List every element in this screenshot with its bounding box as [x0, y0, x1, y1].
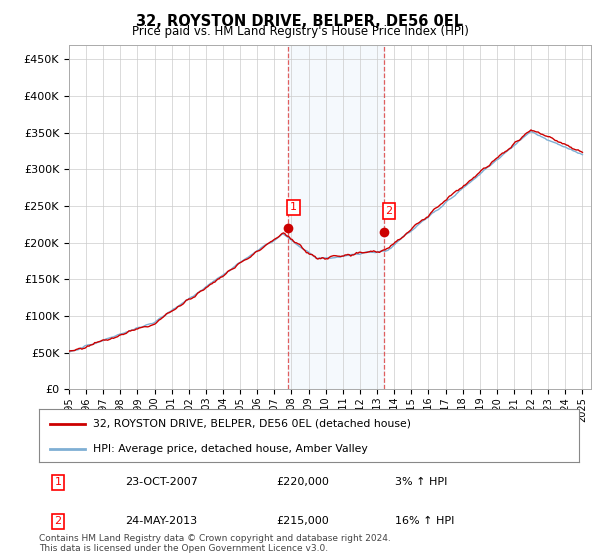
- Bar: [288, 45, 384, 389]
- Text: 24-MAY-2013: 24-MAY-2013: [125, 516, 197, 526]
- Text: Price paid vs. HM Land Registry's House Price Index (HPI): Price paid vs. HM Land Registry's House …: [131, 25, 469, 38]
- Text: £220,000: £220,000: [277, 477, 329, 487]
- Text: 3% ↑ HPI: 3% ↑ HPI: [395, 477, 448, 487]
- Text: 2: 2: [55, 516, 61, 526]
- Text: 2: 2: [385, 206, 392, 216]
- Text: 32, ROYSTON DRIVE, BELPER, DE56 0EL: 32, ROYSTON DRIVE, BELPER, DE56 0EL: [136, 14, 464, 29]
- Text: Contains HM Land Registry data © Crown copyright and database right 2024.
This d: Contains HM Land Registry data © Crown c…: [39, 534, 391, 553]
- Text: HPI: Average price, detached house, Amber Valley: HPI: Average price, detached house, Ambe…: [93, 444, 368, 454]
- Text: 1: 1: [55, 477, 61, 487]
- Text: 23-OCT-2007: 23-OCT-2007: [125, 477, 198, 487]
- Text: 1: 1: [290, 203, 297, 212]
- Text: £215,000: £215,000: [277, 516, 329, 526]
- Text: 32, ROYSTON DRIVE, BELPER, DE56 0EL (detached house): 32, ROYSTON DRIVE, BELPER, DE56 0EL (det…: [93, 419, 411, 429]
- Text: 16% ↑ HPI: 16% ↑ HPI: [395, 516, 455, 526]
